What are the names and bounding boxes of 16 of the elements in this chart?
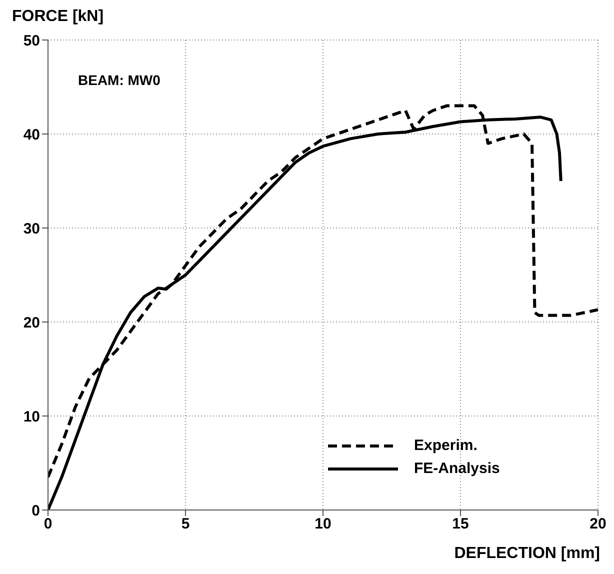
x-tick-label: 20 — [590, 516, 606, 533]
x-axis-title: DEFLECTION [mm] — [454, 545, 600, 563]
x-tick-label: 0 — [44, 516, 52, 533]
legend-label: Experim. — [414, 437, 478, 454]
y-tick-label: 10 — [23, 408, 40, 426]
annotation: BEAM: MW0 — [78, 72, 160, 88]
y-tick-label: 50 — [23, 32, 40, 50]
y-tick-label: 40 — [23, 126, 40, 144]
x-tick-label: 15 — [452, 516, 469, 533]
x-tick-label: 5 — [181, 516, 190, 533]
y-tick-label: 30 — [23, 220, 40, 238]
x-tick-label: 10 — [314, 516, 332, 533]
y-tick-label: 0 — [32, 502, 40, 520]
legend-label: FE-Analysis — [414, 460, 500, 477]
y-tick-label: 20 — [23, 314, 40, 332]
y-axis-title: FORCE [kN] — [12, 8, 104, 26]
